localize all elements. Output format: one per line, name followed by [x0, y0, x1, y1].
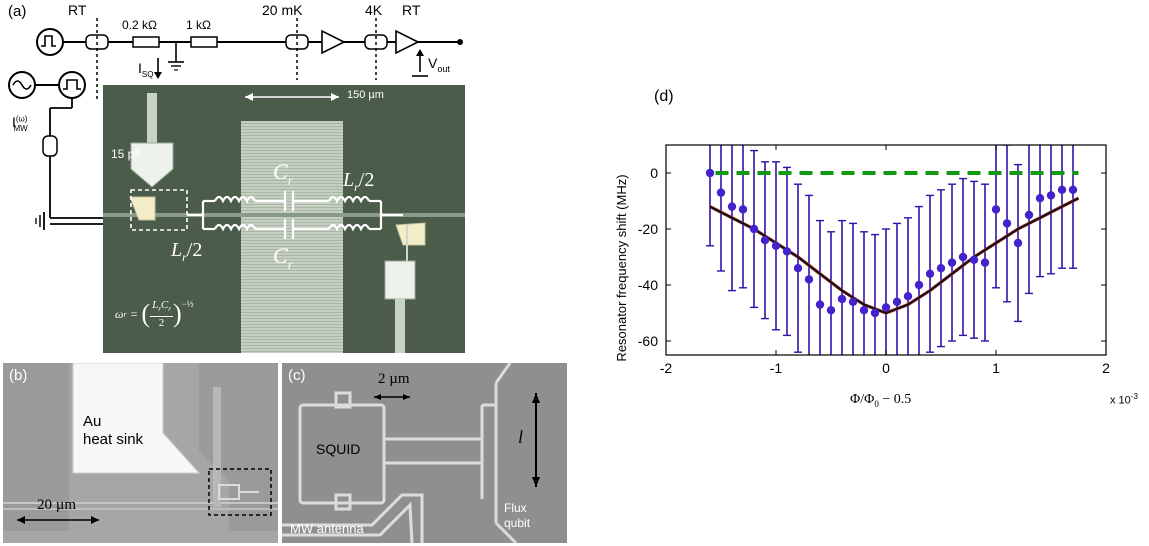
data-point [1046, 191, 1056, 200]
data-point [782, 247, 792, 256]
y-tick-label: -40 [638, 277, 658, 293]
data-point [793, 264, 803, 273]
x-axis-label: Φ/Φ0 − 0.5 [850, 392, 912, 409]
y-tick-label: -20 [638, 221, 658, 237]
lr-left-label: Lr/2 [171, 239, 203, 264]
data-point [881, 303, 891, 312]
scale-150um-label: 150 µm [347, 89, 384, 101]
cr-bottom-label: Cr [273, 243, 293, 272]
data-point [870, 308, 880, 318]
y-tick-label: 0 [650, 165, 658, 181]
imw-label: I(ω)MW [12, 114, 28, 133]
heat-sink-label: heat sink [83, 431, 144, 448]
data-point [727, 202, 737, 211]
cr-top-label: Cr [273, 159, 293, 188]
panel-a-letter: (a) [8, 3, 27, 20]
resistor-icon [132, 36, 160, 48]
data-point [705, 168, 715, 178]
data-point [903, 292, 913, 301]
qubit-label: qubit [504, 516, 531, 530]
data-point [925, 269, 935, 278]
data-point [716, 188, 726, 197]
amplifier-icon [321, 29, 346, 55]
temp-4k-label: 4K [365, 2, 383, 18]
panel-d-letter: (d) [654, 88, 674, 105]
data-point [1002, 219, 1012, 228]
capacitance-label: 15 pF [111, 147, 142, 161]
panel-c: (c) 2 µm SQUID l MW antenna Flux qubit [282, 363, 567, 543]
data-point [848, 297, 858, 306]
data-point [980, 258, 990, 267]
pulse-source-icon [36, 28, 64, 56]
pulse-source-icon [58, 71, 86, 99]
y-tick-label: -60 [638, 333, 658, 349]
squid-label: SQUID [316, 441, 361, 457]
flux-label: Flux [504, 501, 527, 515]
data-point [760, 236, 770, 245]
scale-20um-label: 20 µm [37, 497, 77, 513]
x-tick-label: 2 [1102, 360, 1110, 376]
frequency-shift-chart: -2 -1 0 1 2 0 -20 -40 -60 Resonator frequency sh… [614, 144, 1110, 376]
data-point [936, 264, 946, 273]
data-point [914, 280, 924, 290]
data-point [804, 275, 814, 284]
data-point [1024, 210, 1034, 220]
data-point [859, 306, 869, 315]
x-tick-label: 1 [992, 360, 1000, 376]
data-point [1035, 194, 1045, 203]
data-point [991, 205, 1001, 214]
panel-d: (d) -2 -1 0 1 2 0 -20 -40 -60 Resonator frequenc… [600, 80, 1149, 420]
data-point [892, 297, 902, 306]
rt-left-label: RT [68, 2, 87, 18]
vout-label: Vout [428, 55, 450, 74]
resistor-2-label: 1 kΩ [186, 18, 211, 32]
data-point [771, 241, 781, 250]
mw-antenna-label: MW antenna [290, 521, 364, 536]
circuit-diagram [8, 18, 463, 109]
data-point [1068, 185, 1078, 194]
data-point [1013, 238, 1023, 248]
lr-right-label: Lr/2 [343, 169, 375, 194]
x-tick-label: -1 [770, 360, 783, 376]
data-point [738, 205, 748, 214]
data-point [815, 300, 825, 309]
mw-line [35, 108, 105, 230]
data-point [947, 258, 957, 267]
temp-20mk-label: 20 mK [262, 2, 303, 18]
plot-area [705, 145, 1080, 355]
data-point [1057, 185, 1067, 194]
amplifier-icon [395, 29, 420, 55]
x-multiplier-label: x 10-3 [1110, 392, 1138, 407]
data-point [837, 294, 847, 304]
panel-b-letter: (b) [9, 367, 28, 384]
resistor-1-label: 0.2 kΩ [122, 18, 157, 32]
x-tick-label: 0 [882, 360, 890, 376]
au-label: Au [83, 413, 102, 430]
x-tick-label: -2 [660, 360, 673, 376]
y-axis-label: Resonator frequency shift (MHz) [614, 174, 629, 361]
panel-a: (a) RT 0.2 kΩ 1 kΩ 20 mK 4K RT Vout ISQ … [0, 0, 470, 362]
isq-label: ISQ [138, 60, 154, 79]
data-point [958, 252, 968, 262]
rt-right-label: RT [402, 2, 421, 18]
data-point [826, 306, 836, 315]
panel-c-letter: (c) [288, 367, 306, 384]
data-point [749, 224, 759, 234]
panel-b: (b) Au heat sink 20 µm [3, 363, 278, 543]
scale-2um-label: 2 µm [378, 371, 410, 387]
resistor-icon [190, 36, 218, 48]
length-label: l [518, 427, 524, 447]
fit-curve [709, 197, 1079, 315]
data-point [969, 255, 979, 264]
